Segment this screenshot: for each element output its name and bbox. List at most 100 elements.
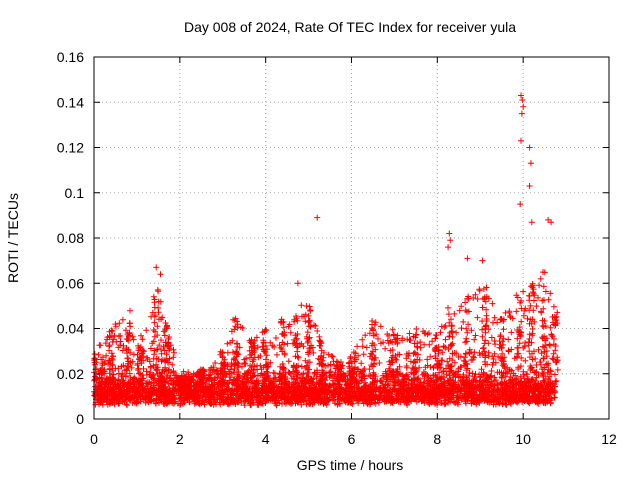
data-point xyxy=(150,384,157,391)
data-point xyxy=(251,345,258,352)
data-point xyxy=(306,303,313,310)
data-point xyxy=(508,376,514,383)
data-point xyxy=(549,355,556,362)
data-point xyxy=(525,385,532,392)
data-point xyxy=(110,380,117,387)
data-point xyxy=(253,334,260,341)
data-point xyxy=(225,394,232,401)
data-point xyxy=(370,369,377,376)
data-point xyxy=(154,323,161,330)
data-point xyxy=(335,396,342,403)
data-point xyxy=(330,380,337,387)
data-point xyxy=(127,307,133,314)
data-point xyxy=(295,362,301,369)
data-point xyxy=(294,385,301,392)
data-point xyxy=(371,321,378,328)
data-point xyxy=(139,336,146,343)
data-point xyxy=(479,326,486,333)
data-point xyxy=(142,385,149,392)
data-point xyxy=(419,371,426,378)
data-point xyxy=(375,335,381,342)
data-point xyxy=(322,388,329,395)
data-point xyxy=(166,387,173,394)
data-point xyxy=(177,402,183,409)
x-tick-label: 0 xyxy=(90,431,98,447)
data-point xyxy=(137,371,144,378)
data-point xyxy=(98,385,105,392)
data-point xyxy=(347,384,354,391)
data-point xyxy=(366,366,373,373)
data-point xyxy=(516,324,523,331)
data-point xyxy=(551,383,558,390)
data-point xyxy=(445,244,452,251)
data-point xyxy=(233,348,240,355)
data-point xyxy=(302,357,309,364)
data-point xyxy=(460,380,467,387)
data-point xyxy=(524,371,531,378)
data-point xyxy=(464,329,471,336)
data-point xyxy=(432,363,438,369)
data-point xyxy=(481,370,488,377)
data-point xyxy=(341,398,348,404)
data-point xyxy=(255,380,262,387)
data-point xyxy=(552,371,558,378)
data-point xyxy=(412,388,419,395)
data-point xyxy=(492,341,499,348)
data-point xyxy=(279,365,286,372)
data-point xyxy=(445,377,452,384)
data-point xyxy=(510,370,517,377)
data-point xyxy=(234,321,241,328)
data-point xyxy=(518,137,524,144)
data-point xyxy=(507,388,514,395)
data-point xyxy=(488,368,495,374)
data-point xyxy=(445,387,452,394)
data-point xyxy=(155,356,162,363)
data-point xyxy=(282,394,289,401)
data-point xyxy=(302,311,309,318)
data-point xyxy=(535,400,542,407)
data-point xyxy=(119,316,126,323)
data-point xyxy=(310,349,317,356)
data-point xyxy=(480,344,487,351)
data-point xyxy=(537,385,544,392)
data-point xyxy=(299,377,306,384)
data-point xyxy=(526,183,533,189)
data-point xyxy=(250,369,257,376)
data-point xyxy=(348,360,355,367)
data-point xyxy=(224,400,231,407)
data-point xyxy=(515,366,522,372)
data-point xyxy=(527,160,534,167)
data-point xyxy=(542,288,549,295)
data-point xyxy=(482,325,489,332)
data-point xyxy=(447,376,454,383)
data-point xyxy=(365,387,372,394)
data-point xyxy=(209,377,216,384)
data-point xyxy=(137,354,144,361)
data-point xyxy=(262,349,269,355)
data-point xyxy=(440,368,447,374)
data-point xyxy=(133,397,140,404)
data-point xyxy=(151,319,158,326)
data-point xyxy=(318,375,325,382)
data-point xyxy=(497,341,504,348)
data-point xyxy=(248,344,255,351)
data-point xyxy=(208,400,215,407)
data-point xyxy=(221,388,227,395)
data-point xyxy=(282,388,289,395)
data-point xyxy=(454,394,461,401)
data-point xyxy=(138,360,145,367)
data-point xyxy=(320,354,327,361)
data-point xyxy=(104,401,111,408)
data-point xyxy=(233,340,240,347)
data-point xyxy=(520,312,527,319)
data-point xyxy=(485,388,492,395)
data-point xyxy=(281,350,288,357)
data-point xyxy=(401,379,408,386)
data-point xyxy=(526,307,533,314)
data-point xyxy=(101,360,108,367)
data-point xyxy=(279,319,286,326)
data-point xyxy=(267,380,274,386)
data-point xyxy=(107,360,114,367)
data-point xyxy=(152,328,159,335)
data-point xyxy=(498,380,505,387)
